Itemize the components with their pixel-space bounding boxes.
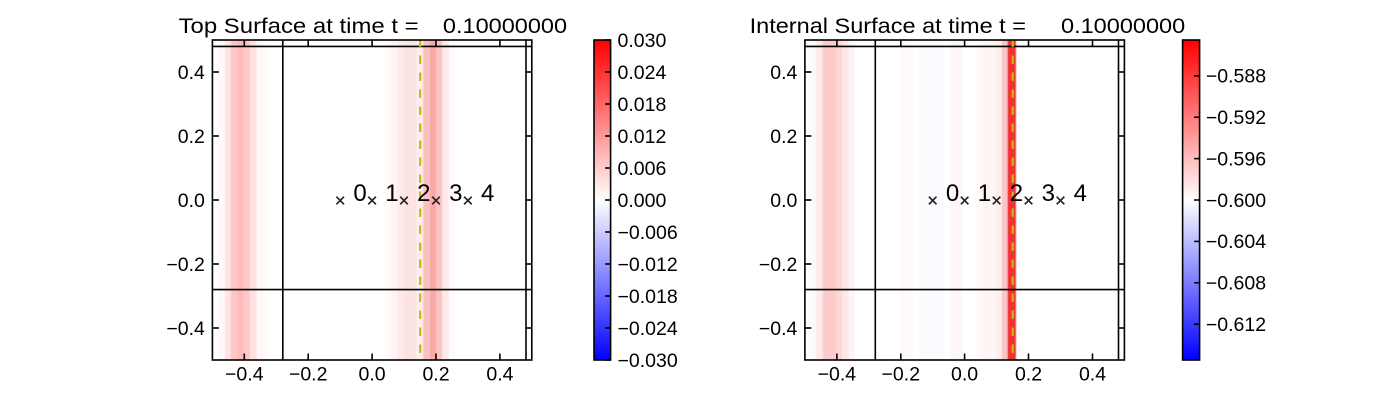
- svg-text:0.2: 0.2: [178, 126, 205, 148]
- svg-text:1: 1: [385, 180, 398, 207]
- svg-text:0: 0: [353, 180, 366, 207]
- svg-text:0.030: 0.030: [618, 30, 667, 52]
- svg-text:0.2: 0.2: [770, 126, 797, 148]
- svg-text:−0.4: −0.4: [759, 318, 798, 340]
- svg-text:−0.4: −0.4: [818, 364, 857, 386]
- svg-text:−0.612: −0.612: [1206, 314, 1266, 336]
- svg-text:−0.012: −0.012: [618, 254, 678, 276]
- svg-text:−0.4: −0.4: [225, 364, 264, 386]
- svg-text:−0.588: −0.588: [1206, 66, 1266, 88]
- svg-text:−0.2: −0.2: [882, 364, 921, 386]
- svg-text:−0.596: −0.596: [1206, 148, 1266, 170]
- svg-text:3: 3: [1042, 180, 1055, 207]
- svg-text:2: 2: [417, 180, 430, 207]
- svg-text:0.4: 0.4: [178, 62, 205, 84]
- svg-text:0.0: 0.0: [359, 364, 386, 386]
- svg-text:0.012: 0.012: [618, 126, 667, 148]
- svg-text:0.2: 0.2: [1015, 364, 1042, 386]
- svg-text:0.0: 0.0: [951, 364, 978, 386]
- svg-text:0.10000000: 0.10000000: [1061, 14, 1185, 38]
- svg-text:0.024: 0.024: [618, 62, 667, 84]
- svg-text:Top Surface at time t =: Top Surface at time t =: [179, 14, 419, 38]
- svg-text:−0.2: −0.2: [289, 364, 328, 386]
- svg-text:3: 3: [449, 180, 462, 207]
- svg-text:0.4: 0.4: [770, 62, 797, 84]
- svg-text:0.4: 0.4: [1079, 364, 1106, 386]
- svg-text:0.2: 0.2: [422, 364, 449, 386]
- svg-text:−0.006: −0.006: [618, 222, 678, 244]
- svg-text:−0.2: −0.2: [759, 254, 798, 276]
- svg-text:2: 2: [1010, 180, 1023, 207]
- svg-text:−0.600: −0.600: [1206, 190, 1266, 212]
- svg-text:0: 0: [946, 180, 959, 207]
- svg-text:4: 4: [1074, 180, 1087, 207]
- svg-text:0.006: 0.006: [618, 158, 667, 180]
- svg-text:−0.018: −0.018: [618, 286, 678, 308]
- svg-text:−0.024: −0.024: [618, 318, 678, 340]
- svg-text:4: 4: [481, 180, 494, 207]
- svg-text:−0.4: −0.4: [166, 318, 205, 340]
- svg-text:0.4: 0.4: [486, 364, 513, 386]
- svg-text:−0.030: −0.030: [618, 350, 678, 372]
- svg-text:−0.604: −0.604: [1206, 231, 1266, 253]
- svg-text:1: 1: [978, 180, 991, 207]
- svg-text:Internal Surface at time t =: Internal Surface at time t =: [750, 14, 1026, 38]
- svg-text:−0.592: −0.592: [1206, 107, 1266, 129]
- svg-text:0.000: 0.000: [618, 190, 667, 212]
- svg-text:0.0: 0.0: [178, 190, 205, 212]
- svg-text:0.10000000: 0.10000000: [443, 14, 567, 38]
- svg-text:0.0: 0.0: [770, 190, 797, 212]
- svg-text:0.018: 0.018: [618, 94, 667, 116]
- svg-text:−0.2: −0.2: [166, 254, 205, 276]
- svg-text:−0.608: −0.608: [1206, 273, 1266, 295]
